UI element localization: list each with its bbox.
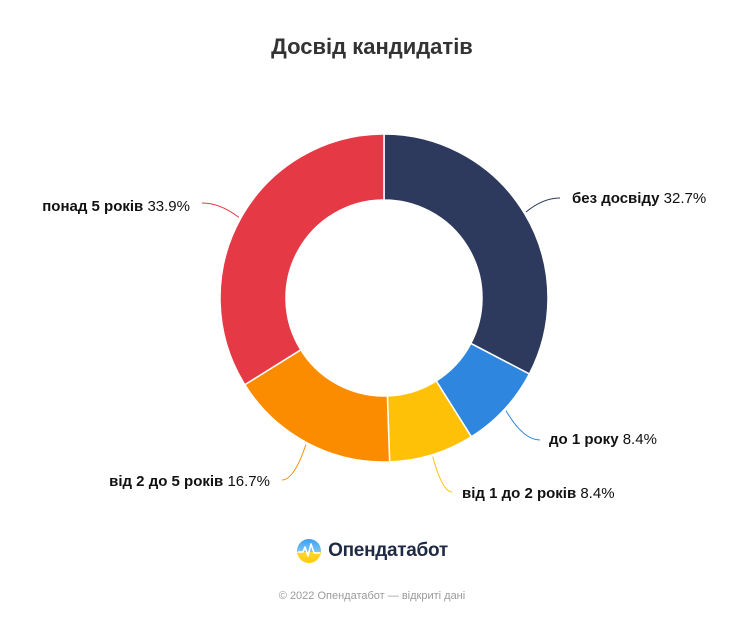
slice-label-value-1: 8.4% [623,431,657,448]
opendatabot-logo-icon [297,539,322,563]
slice-label-1: до 1 року 8.4% [549,431,657,448]
brand-name: Опендатабот [328,540,448,561]
slice-label-name-0: без досвіду [572,190,664,207]
slice-label-value-4: 33.9% [147,198,190,215]
slice-label-name-2: від 1 до 2 років [462,485,580,502]
slice-label-value-2: 8.4% [580,485,614,502]
donut-slice-0 [383,133,549,375]
slice-label-value-3: 16.7% [227,473,270,490]
leader-line-2 [432,456,453,493]
leader-line-4 [201,202,240,218]
donut-chart: без досвіду 32.7%до 1 року 8.4%від 1 до … [42,133,706,502]
leader-line-3 [281,444,307,481]
leader-lines-group [201,197,561,493]
slice-label-name-3: від 2 до 5 років [109,473,227,490]
donut-slice-4 [219,133,385,386]
copyright-footer: © 2022 Опендатабот — відкриті дані [278,590,466,602]
labels-group: без досвіду 32.7%до 1 року 8.4%від 1 до … [42,190,706,502]
brand-logo: Опендатабот [0,538,744,564]
chart-title: Досвід кандидатів [271,34,473,59]
slice-label-2: від 1 до 2 років 8.4% [462,485,615,502]
leader-line-0 [525,197,561,213]
slice-label-name-4: понад 5 років [42,198,147,215]
slices-group [219,133,549,463]
slice-label-0: без досвіду 32.7% [572,190,706,207]
slice-label-4: понад 5 років 33.9% [42,198,190,215]
slice-label-name-1: до 1 року [549,431,623,448]
slice-label-3: від 2 до 5 років 16.7% [109,473,270,490]
leader-line-1 [505,410,541,441]
slice-label-value-0: 32.7% [664,190,707,207]
